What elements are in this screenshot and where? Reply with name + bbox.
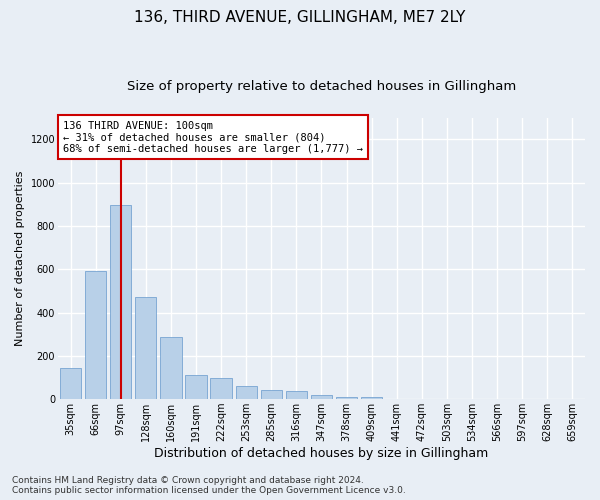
- Bar: [260, 390, 282, 399]
- Text: 136, THIRD AVENUE, GILLINGHAM, ME7 2LY: 136, THIRD AVENUE, GILLINGHAM, ME7 2LY: [134, 10, 466, 25]
- Bar: [361, 398, 382, 399]
- Bar: [85, 272, 106, 399]
- Bar: [185, 376, 206, 399]
- Bar: [286, 391, 307, 399]
- Bar: [236, 386, 257, 399]
- Bar: [336, 396, 357, 399]
- Bar: [211, 378, 232, 399]
- Bar: [135, 298, 157, 399]
- Bar: [60, 368, 81, 399]
- Title: Size of property relative to detached houses in Gillingham: Size of property relative to detached ho…: [127, 80, 516, 93]
- X-axis label: Distribution of detached houses by size in Gillingham: Distribution of detached houses by size …: [154, 447, 488, 460]
- Y-axis label: Number of detached properties: Number of detached properties: [15, 171, 25, 346]
- Bar: [311, 395, 332, 399]
- Text: 136 THIRD AVENUE: 100sqm
← 31% of detached houses are smaller (804)
68% of semi-: 136 THIRD AVENUE: 100sqm ← 31% of detach…: [63, 120, 363, 154]
- Bar: [110, 206, 131, 399]
- Text: Contains HM Land Registry data © Crown copyright and database right 2024.
Contai: Contains HM Land Registry data © Crown c…: [12, 476, 406, 495]
- Bar: [160, 338, 182, 399]
